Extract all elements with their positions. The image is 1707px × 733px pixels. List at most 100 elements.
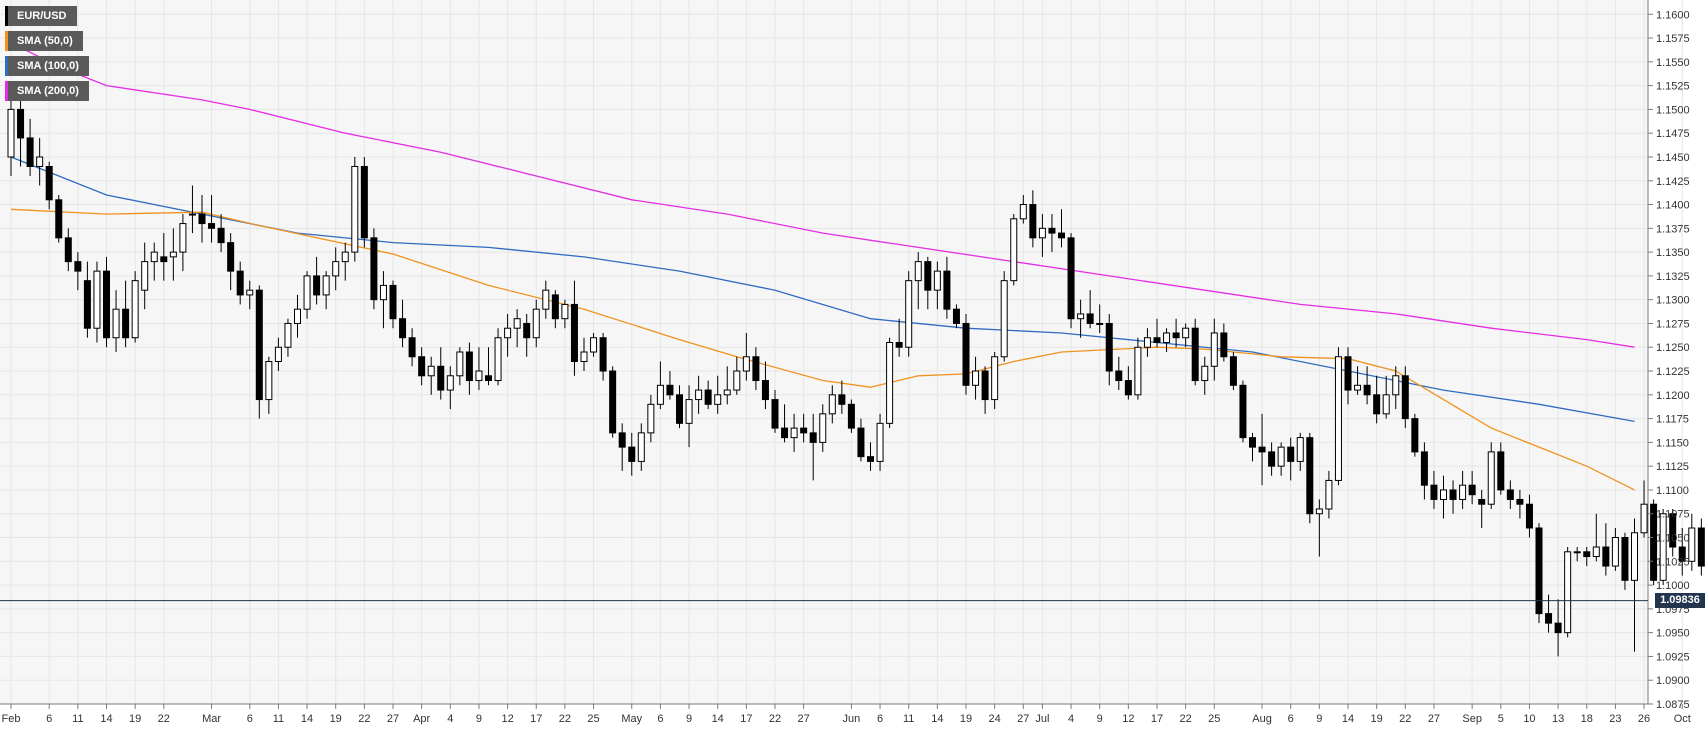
candle <box>637 423 645 471</box>
candle <box>1631 518 1638 652</box>
x-tick-label: 19 <box>960 713 972 725</box>
candle-body-down <box>103 270 110 339</box>
candle-body-down <box>1554 622 1562 634</box>
candle-body-up <box>972 370 980 386</box>
candle-body-down <box>1583 551 1591 558</box>
candle-body-up <box>351 165 359 253</box>
y-tick-label: 1.0900 <box>1656 675 1690 687</box>
candle-body-down <box>74 261 82 272</box>
candle <box>1506 480 1514 509</box>
candle-body-down <box>1086 313 1094 324</box>
candle <box>7 95 15 176</box>
legend-item-symbol[interactable]: EUR/USD <box>5 6 77 26</box>
candle-body-down <box>1258 446 1266 453</box>
candle-body-down <box>523 322 531 339</box>
candle <box>45 161 53 210</box>
candle <box>103 256 110 348</box>
candle-body-up <box>1038 227 1046 239</box>
candle <box>1296 432 1304 471</box>
x-tick-label: 27 <box>1017 713 1029 725</box>
candle <box>1058 209 1065 248</box>
x-tick-label: Apr <box>413 713 430 725</box>
candle-body-down <box>399 318 407 339</box>
x-tick-label: 17 <box>530 713 542 725</box>
candle-body-up <box>112 308 120 339</box>
candle-body-up <box>1631 532 1638 581</box>
candle <box>1640 480 1648 538</box>
legend-item-sma100[interactable]: SMA (100,0) <box>5 56 89 76</box>
candle-body-down <box>1506 489 1514 500</box>
candle <box>819 404 827 452</box>
candle <box>360 156 368 248</box>
x-tick-label: 12 <box>501 713 513 725</box>
x-tick-label: 25 <box>1208 713 1220 725</box>
candle-body-down <box>437 365 445 391</box>
candle-body-down <box>485 375 492 382</box>
candle <box>1163 328 1171 352</box>
candle-body-up <box>1077 313 1085 320</box>
candle <box>1659 508 1667 586</box>
candle-body-up <box>1000 280 1008 358</box>
candle-body-down <box>847 403 855 429</box>
x-tick-label: 17 <box>740 713 752 725</box>
candle-body-up <box>790 427 798 439</box>
y-tick-label: 1.0875 <box>1656 699 1690 711</box>
candle-body-down <box>981 370 989 401</box>
candle <box>1287 437 1295 481</box>
y-tick-label: 1.1200 <box>1656 390 1690 402</box>
candle <box>1478 489 1486 528</box>
candle-body-down <box>1115 370 1123 382</box>
candle-body-down <box>800 427 808 434</box>
y-tick-label: 1.1225 <box>1656 366 1690 378</box>
x-tick-label: 14 <box>301 713 313 725</box>
candle-body-down <box>838 394 846 405</box>
y-tick-label: 1.1475 <box>1656 128 1690 140</box>
candle-body-down <box>1678 546 1686 562</box>
candle-body-up <box>1354 384 1362 391</box>
x-tick-label: 6 <box>46 713 52 725</box>
candle-body-down <box>313 275 321 296</box>
candle-body-down <box>408 337 416 358</box>
candle-body-down <box>570 303 578 363</box>
candle-body-up <box>532 308 540 339</box>
candle <box>485 347 492 386</box>
legend-item-sma50[interactable]: SMA (50,0) <box>5 31 83 51</box>
candle <box>1010 214 1018 286</box>
candle-body-up <box>1182 327 1190 339</box>
candle-body-up <box>1201 365 1209 382</box>
candle-body-down <box>1153 337 1161 343</box>
candle <box>1077 299 1085 338</box>
x-tick-label: May <box>621 713 642 725</box>
candle <box>208 195 216 243</box>
candle <box>1268 442 1276 476</box>
candle-body-up <box>1382 394 1390 415</box>
candle-body-down <box>752 356 760 382</box>
candle-body-down <box>1287 446 1295 462</box>
x-tick-label: 19 <box>1371 713 1383 725</box>
candle-body-down <box>1306 437 1314 515</box>
candle <box>771 390 779 433</box>
y-tick-label: 1.1275 <box>1656 318 1690 330</box>
y-tick-label: 1.1525 <box>1656 81 1690 93</box>
candle-body-up <box>1096 322 1104 325</box>
candle <box>150 242 158 281</box>
candle-body-up <box>36 156 44 167</box>
candle-body-up <box>933 270 941 291</box>
legend-item-sma200[interactable]: SMA (200,0) <box>5 81 89 101</box>
candle-body-down <box>208 223 216 229</box>
x-tick-label: 27 <box>1428 713 1440 725</box>
candle <box>379 271 387 329</box>
candle-body-up <box>341 251 349 263</box>
candle <box>303 271 311 319</box>
candle <box>1258 413 1266 486</box>
y-tick-label: 1.1425 <box>1656 176 1690 188</box>
candle-body-down <box>1468 484 1476 496</box>
x-tick-label: Aug <box>1252 713 1272 725</box>
y-tick-label: 1.1150 <box>1656 437 1689 449</box>
candle <box>618 423 626 471</box>
candle <box>1650 499 1658 586</box>
candle <box>294 294 301 338</box>
candle-body-down <box>1650 503 1658 581</box>
candle-body-up <box>1134 346 1142 396</box>
candle <box>1449 480 1457 514</box>
